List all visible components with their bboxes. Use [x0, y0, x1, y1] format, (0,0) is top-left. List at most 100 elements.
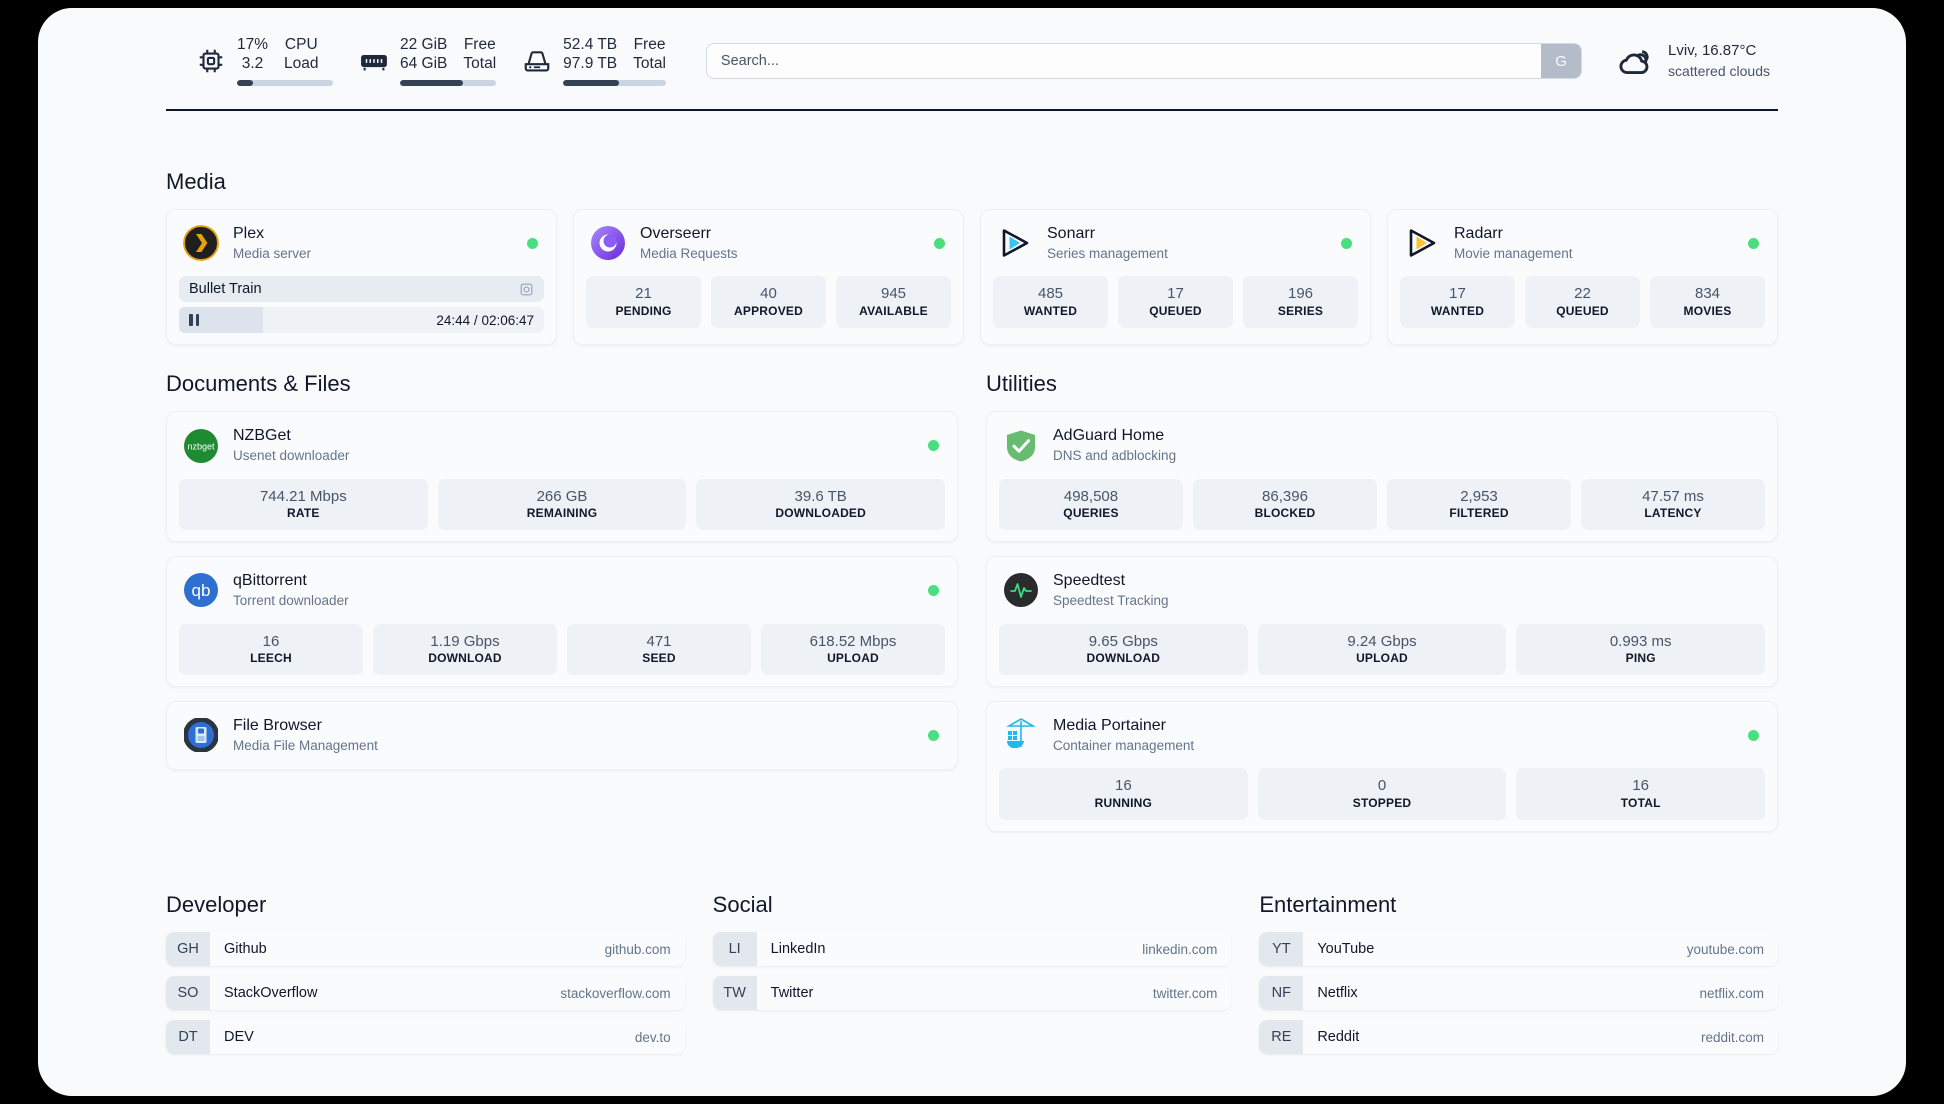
bookmark-item[interactable]: DT DEV dev.to [166, 1020, 685, 1055]
memory-total-value: 64 GiB [400, 55, 448, 72]
stat-value: 0 [1377, 777, 1387, 795]
radarr-logo [1404, 225, 1440, 261]
bookmark-group-entertainment: Entertainment YT YouTube youtube.com NF … [1259, 892, 1778, 1055]
section-title-documents: Documents & Files [166, 371, 351, 397]
plex-media-title: Bullet Train [189, 281, 262, 298]
dashboard-page: 17% 3.2 CPU Load [38, 8, 1906, 1096]
plex-progress-bar[interactable]: 24:44 / 02:06:47 [179, 307, 544, 334]
bookmark-name: Twitter [770, 985, 814, 1002]
plex-elapsed: 24:44 [436, 312, 471, 328]
bookmark-item[interactable]: YT YouTube youtube.com [1259, 932, 1778, 967]
stat-value: 17 [1449, 285, 1466, 303]
stat-blocks: 744.21 Mbps RATE 266 GB REMAINING 39.6 T… [179, 478, 946, 531]
bookmark-group-title: Social [712, 892, 773, 918]
bookmark-item[interactable]: LI LinkedIn linkedin.com [712, 932, 1232, 967]
stat-label: UPLOAD [827, 650, 879, 665]
service-card-qbittorrent[interactable]: qb qBittorrent Torrent downloader 16 LEE… [166, 556, 958, 688]
cpu-load-label: Load [284, 55, 319, 72]
bookmark-url: reddit.com [1700, 1029, 1764, 1045]
service-card-plex[interactable]: Plex Media server Bullet Train [166, 209, 557, 346]
cpu-widget: 17% 3.2 CPU Load [196, 36, 333, 86]
service-card-filebrowser[interactable]: File Browser Media File Management [166, 701, 958, 771]
bookmark-abbr: LI [712, 932, 757, 967]
stat-block: 471 SEED [567, 623, 751, 676]
bookmark-abbr: DT [166, 1020, 210, 1055]
stat-value: 834 [1694, 285, 1721, 303]
cpu-icon [196, 46, 226, 76]
stat-block: 40 APPROVED [711, 276, 826, 328]
stat-value: 39.6 TB [794, 487, 847, 505]
bookmark-abbr: YT [1259, 932, 1304, 967]
stat-blocks: 21 PENDING 40 APPROVED 945 AVAILABLE [586, 276, 951, 328]
stat-value: 1.19 Gbps [430, 632, 500, 650]
service-desc: Media Requests [640, 245, 738, 261]
status-indicator-online [1341, 237, 1352, 249]
stat-block: 196 SERIES [1243, 276, 1358, 328]
stat-blocks: 9.65 Gbps DOWNLOAD 9.24 Gbps UPLOAD 0.99… [999, 623, 1766, 676]
stat-value: 16 [262, 632, 280, 650]
service-name: NZBGet [233, 427, 291, 445]
stat-label: RUNNING [1094, 795, 1153, 810]
service-desc: Speedtest Tracking [1053, 593, 1169, 609]
stat-label: PENDING [615, 303, 672, 318]
service-card-adguard[interactable]: AdGuard Home DNS and adblocking 498,508 … [986, 411, 1778, 543]
pause-icon[interactable] [189, 314, 199, 327]
bookmark-group-social: Social LI LinkedIn linkedin.com TW Twitt… [712, 892, 1232, 1054]
service-card-overseerr[interactable]: Overseerr Media Requests 21 PENDING 40 A… [573, 209, 964, 346]
service-card-sonarr[interactable]: Sonarr Series management 485 WANTED 17 Q… [980, 209, 1371, 346]
search-bar[interactable]: G [705, 43, 1583, 79]
stat-block: 9.65 Gbps DOWNLOAD [999, 623, 1248, 676]
stat-block: 834 MOVIES [1650, 276, 1765, 328]
svg-text:qb: qb [192, 581, 211, 600]
stat-block: 39.6 TB DOWNLOADED [696, 478, 946, 531]
service-card-radarr[interactable]: Radarr Movie management 17 WANTED 22 QUE… [1387, 209, 1778, 346]
bookmark-name: Reddit [1317, 1029, 1360, 1046]
svg-text:nzbget: nzbget [187, 441, 215, 451]
service-card-speedtest[interactable]: Speedtest Speedtest Tracking 9.65 Gbps D… [986, 556, 1778, 688]
stat-block: 0.993 ms PING [1516, 623, 1766, 676]
bookmark-item[interactable]: RE Reddit reddit.com [1259, 1020, 1778, 1055]
disk-free-label: Free [633, 36, 666, 54]
bookmark-item[interactable]: TW Twitter twitter.com [712, 976, 1232, 1011]
service-card-nzbget[interactable]: nzbget NZBGet Usenet downloader 744.21 M… [166, 411, 958, 543]
bookmark-group-title: Developer [166, 892, 267, 918]
stat-block: 266 GB REMAINING [437, 478, 687, 531]
memory-free-value: 22 GiB [400, 36, 448, 54]
plex-time-separator: / [473, 312, 478, 328]
nzbget-logo: nzbget [183, 428, 219, 464]
stat-label: WANTED [1023, 303, 1078, 318]
bookmark-item[interactable]: SO StackOverflow stackoverflow.com [166, 976, 685, 1011]
stat-label: QUEUED [1149, 303, 1202, 318]
bookmark-item[interactable]: GH Github github.com [166, 932, 685, 967]
service-desc: DNS and adblocking [1053, 448, 1177, 464]
stat-label: DOWNLOADED [775, 505, 867, 520]
service-name: Radarr [1454, 225, 1503, 242]
bookmark-url: github.com [604, 941, 671, 957]
memory-icon [359, 46, 389, 76]
bookmark-abbr: RE [1259, 1020, 1304, 1055]
bookmark-item[interactable]: NF Netflix netflix.com [1259, 976, 1778, 1011]
stat-label: LEECH [250, 650, 292, 665]
search-input[interactable] [706, 44, 1542, 78]
bookmark-name: StackOverflow [224, 985, 318, 1002]
stat-label: SEED [642, 650, 676, 665]
stat-label: AVAILABLE [859, 303, 928, 318]
disk-free-value: 52.4 TB [563, 36, 618, 54]
service-card-portainer[interactable]: Media Portainer Container management 16 … [986, 701, 1778, 833]
stat-blocks: 16 RUNNING 0 STOPPED 16 TOTAL [999, 768, 1766, 821]
stat-value: 22 [1574, 285, 1591, 303]
qbittorrent-logo: qb [183, 572, 219, 608]
bookmark-url: youtube.com [1686, 941, 1764, 957]
stat-label: TOTAL [1620, 795, 1661, 810]
disk-total-value: 97.9 TB [563, 55, 618, 72]
top-bar: 17% 3.2 CPU Load [166, 8, 1778, 100]
stat-block: 498,508 QUERIES [999, 478, 1183, 531]
bookmark-abbr: TW [712, 976, 757, 1011]
search-engine-button[interactable]: G [1541, 44, 1582, 78]
plex-logo [183, 225, 219, 262]
cast-icon[interactable] [519, 282, 534, 297]
stat-value: 16 [1114, 777, 1132, 795]
service-name: File Browser [233, 717, 322, 735]
stat-block: 2,953 FILTERED [1387, 478, 1571, 531]
service-name: Plex [233, 225, 265, 242]
